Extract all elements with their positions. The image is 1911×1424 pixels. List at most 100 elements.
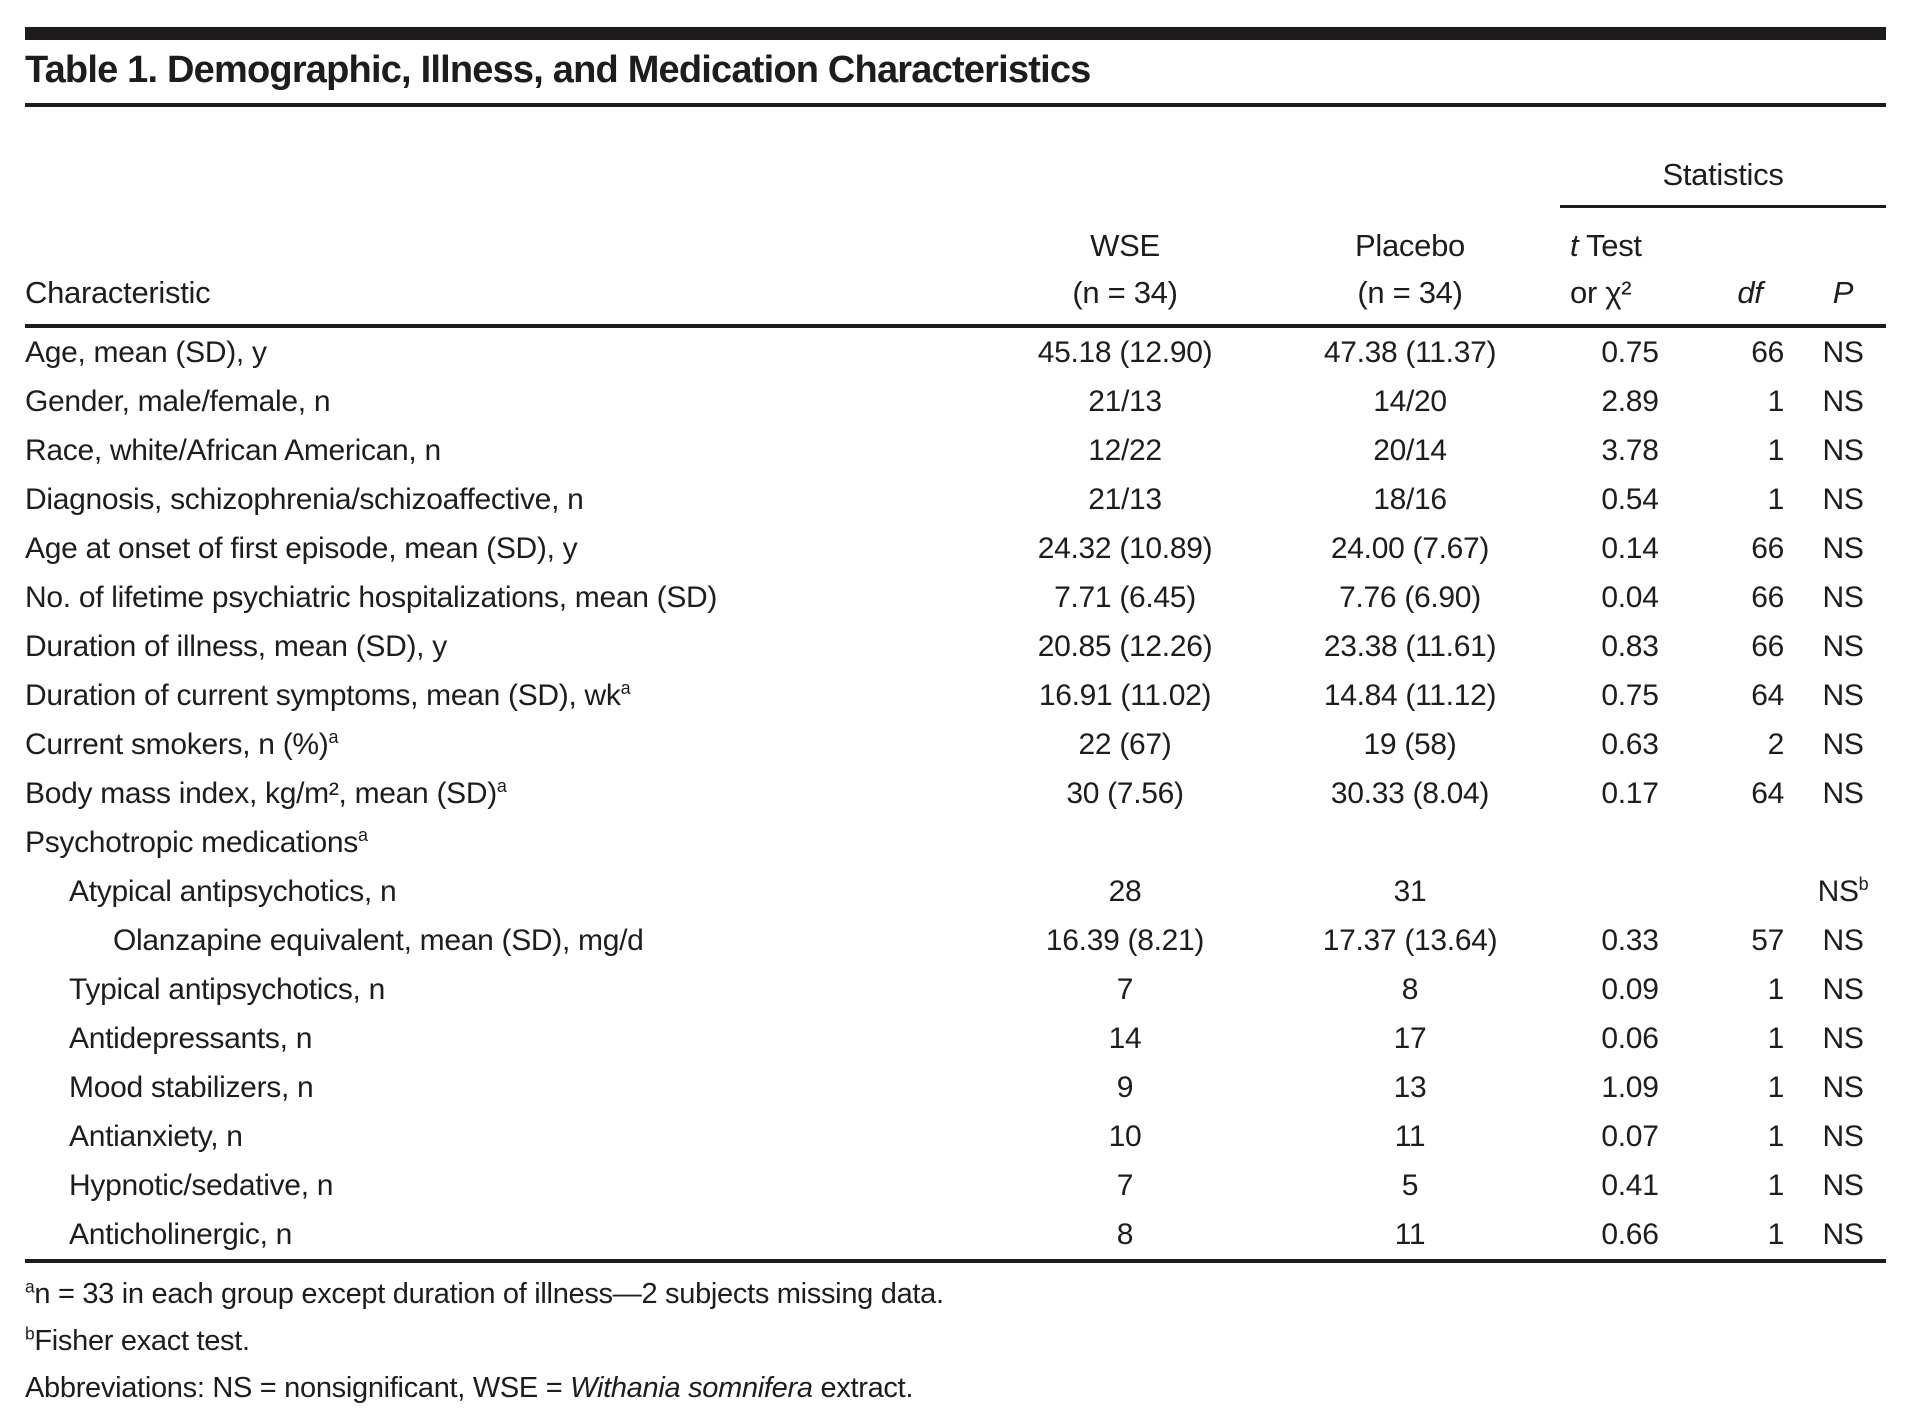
table-row: Psychotropic medicationsa	[25, 818, 1886, 867]
cell-placebo-value: 11	[1394, 1217, 1426, 1251]
cell-wse-value: 28	[1108, 874, 1142, 908]
table-row: Olanzapine equivalent, mean (SD), mg/d 1…	[25, 916, 1886, 965]
cell-df-value: 66	[1751, 335, 1784, 369]
column-header-row: Characteristic WSE (n = 34) Placebo (n =…	[25, 206, 1886, 328]
table-page: Table 1. Demographic, Illness, and Medic…	[0, 27, 1911, 1424]
cell-ttest-value: 0.41	[1601, 1168, 1659, 1202]
cell-p-value: NS	[1822, 335, 1864, 369]
cell-characteristic: Olanzapine equivalent, mean (SD), mg/d	[113, 923, 644, 957]
table-row: Anticholinergic, n 8 11 0.66 1 NS	[25, 1210, 1886, 1261]
cell-p-value: NS	[1822, 433, 1864, 467]
cell-wse-value: 21/13	[1088, 482, 1162, 516]
cell-wse-value	[990, 818, 1260, 867]
spanner-empty-cell	[25, 107, 1560, 207]
cell-p-value: NS	[1822, 531, 1864, 565]
cell-ttest-value: 0.66	[1601, 1217, 1659, 1251]
table-row: Mood stabilizers, n 9 13 1.09 1 NS	[25, 1063, 1886, 1112]
cell-characteristic: Atypical antipsychotics, n	[69, 874, 397, 908]
column-header-characteristic: Characteristic	[25, 206, 990, 328]
cell-ttest-value: 0.83	[1601, 629, 1659, 663]
cell-df-value: 1	[1767, 384, 1785, 418]
table-body: Age, mean (SD), y 45.18 (12.90) 47.38 (1…	[25, 326, 1886, 1261]
characteristics-table: Statistics Characteristic WSE (n = 34) P…	[25, 107, 1886, 1263]
cell-wse-value: 12/22	[1088, 433, 1162, 467]
footnote-b-marker: b	[25, 1323, 35, 1344]
cell-placebo-value: 18/16	[1373, 482, 1447, 516]
cell-df-value: 1	[1767, 433, 1785, 467]
cell-ttest-value: 0.33	[1601, 923, 1659, 957]
table-row: Duration of current symptoms, mean (SD),…	[25, 671, 1886, 720]
table-row: Race, white/African American, n 12/22 20…	[25, 426, 1886, 475]
cell-wse-value: 24.32 (10.89)	[1037, 531, 1213, 565]
cell-characteristic: Psychotropic medicationsa	[25, 824, 368, 859]
cell-characteristic: No. of lifetime psychiatric hospitalizat…	[25, 580, 718, 614]
cell-wse-value: 9	[1116, 1070, 1134, 1104]
cell-df-value: 64	[1751, 678, 1784, 712]
cell-placebo-value: 7.76 (6.90)	[1339, 580, 1481, 614]
cell-df-value	[1700, 867, 1800, 916]
cell-placebo-value: 19 (58)	[1363, 727, 1457, 761]
cell-characteristic: Age at onset of first episode, mean (SD)…	[25, 531, 578, 565]
cell-ttest-value: 0.17	[1601, 776, 1659, 810]
cell-characteristic: Body mass index, kg/m², mean (SD)a	[25, 775, 507, 810]
footnote-a-text: n = 33 in each group except duration of …	[34, 1278, 944, 1310]
cell-wse-value: 22 (67)	[1078, 727, 1172, 761]
cell-p-value: NS	[1822, 678, 1864, 712]
table-row: Gender, male/female, n 21/13 14/20 2.89 …	[25, 377, 1886, 426]
top-bar	[25, 27, 1886, 40]
cell-placebo-value: 17	[1393, 1021, 1427, 1055]
cell-placebo-value: 23.38 (11.61)	[1323, 629, 1497, 663]
table-row: No. of lifetime psychiatric hospitalizat…	[25, 573, 1886, 622]
cell-characteristic: Duration of current symptoms, mean (SD),…	[25, 677, 631, 712]
cell-p-value: NS	[1822, 1119, 1864, 1153]
cell-ttest-value: 1.09	[1601, 1070, 1659, 1104]
cell-placebo-value: 8	[1401, 972, 1419, 1006]
cell-wse-value: 10	[1108, 1119, 1142, 1153]
cell-placebo-value: 31	[1393, 874, 1427, 908]
cell-df-value: 1	[1767, 1021, 1785, 1055]
cell-p-value: NS	[1822, 776, 1864, 810]
table-row: Age, mean (SD), y 45.18 (12.90) 47.38 (1…	[25, 326, 1886, 377]
statistics-spanner: Statistics	[1560, 107, 1886, 208]
table-row: Duration of illness, mean (SD), y 20.85 …	[25, 622, 1886, 671]
cell-ttest-value: 0.75	[1601, 335, 1659, 369]
table-row: Body mass index, kg/m², mean (SD)a 30 (7…	[25, 769, 1886, 818]
cell-df-value	[1700, 818, 1800, 867]
cell-ttest-value: 0.54	[1601, 482, 1659, 516]
column-header-p: P	[1800, 206, 1886, 328]
cell-wse-value: 45.18 (12.90)	[1037, 335, 1213, 369]
cell-df-value: 1	[1767, 1168, 1785, 1202]
cell-characteristic: Diagnosis, schizophrenia/schizoaffective…	[25, 482, 584, 516]
cell-p-value: NS	[1822, 727, 1864, 761]
cell-df-value: 66	[1751, 629, 1784, 663]
cell-p-value: NS	[1822, 923, 1864, 957]
table-row: Diagnosis, schizophrenia/schizoaffective…	[25, 475, 1886, 524]
cell-ttest-value	[1560, 818, 1700, 867]
cell-ttest-value: 0.75	[1601, 678, 1659, 712]
cell-wse-value: 14	[1108, 1021, 1142, 1055]
cell-ttest-value: 0.63	[1601, 727, 1659, 761]
cell-characteristic: Antidepressants, n	[69, 1021, 313, 1055]
column-header-df: df	[1700, 206, 1800, 328]
cell-wse-value: 16.91 (11.02)	[1038, 678, 1212, 712]
cell-placebo-value: 14/20	[1373, 384, 1447, 418]
cell-p-value: NS	[1822, 1021, 1864, 1055]
cell-placebo-value: 30.33 (8.04)	[1330, 776, 1490, 810]
column-header-placebo: Placebo (n = 34)	[1260, 206, 1560, 328]
column-header-wse: WSE (n = 34)	[990, 206, 1260, 328]
cell-df-value: 1	[1767, 1217, 1785, 1251]
cell-characteristic: Age, mean (SD), y	[25, 335, 267, 369]
footnote-a: an = 33 in each group except duration of…	[25, 1271, 1886, 1318]
table-row: Age at onset of first episode, mean (SD)…	[25, 524, 1886, 573]
footnote-b-text: Fisher exact test.	[34, 1325, 250, 1357]
cell-placebo-value: 11	[1394, 1119, 1426, 1153]
cell-characteristic: Mood stabilizers, n	[69, 1070, 314, 1104]
cell-p-value: NS	[1822, 972, 1864, 1006]
cell-ttest-value: 0.09	[1601, 972, 1659, 1006]
cell-wse-value: 7.71 (6.45)	[1054, 580, 1196, 614]
footnote-b: bFisher exact test.	[25, 1318, 1886, 1365]
cell-df-value: 1	[1767, 1119, 1785, 1153]
cell-characteristic: Typical antipsychotics, n	[69, 972, 385, 1006]
cell-p-value: NSb	[1817, 873, 1869, 908]
footnote-a-marker: a	[25, 1276, 35, 1297]
